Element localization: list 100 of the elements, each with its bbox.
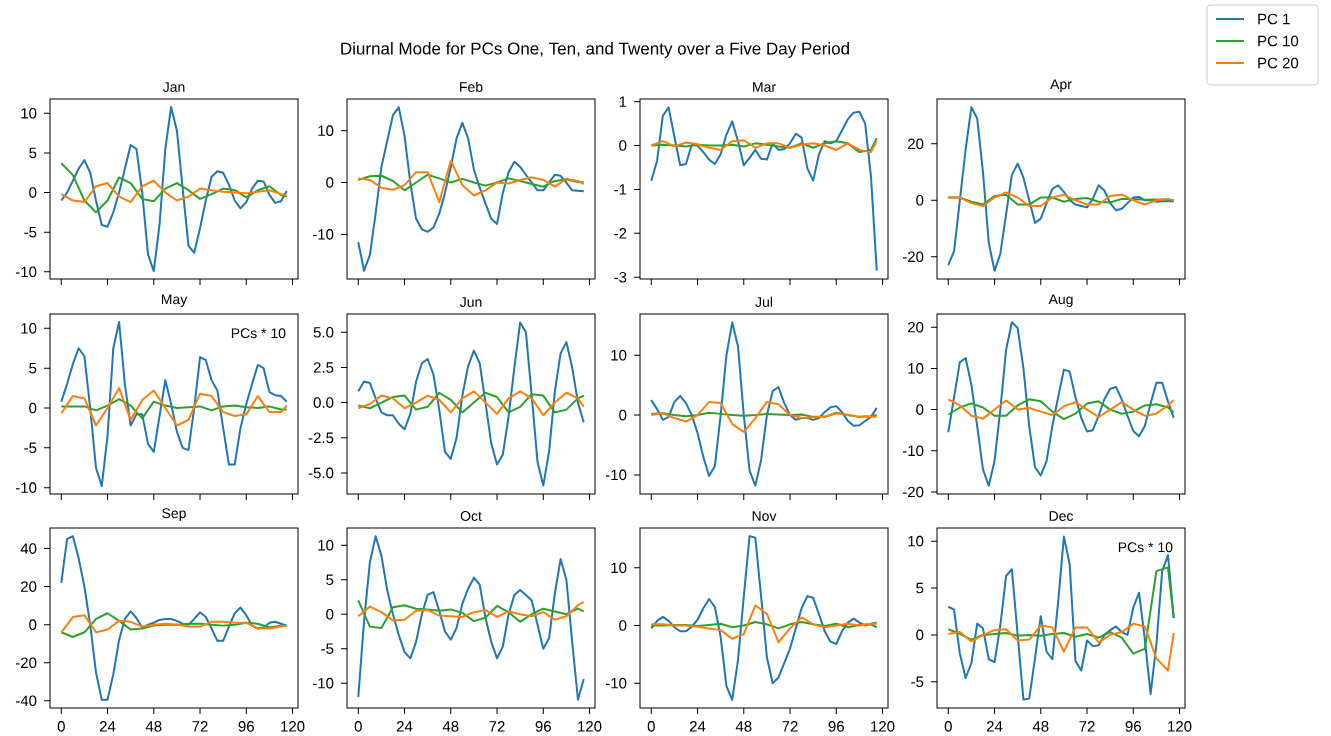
chart-title: Oct — [460, 511, 482, 521]
y-tick-label: 0 — [916, 629, 924, 641]
y-tick-label: 0 — [619, 409, 627, 421]
y-tick-label: 10 — [318, 125, 334, 136]
x-tick-label: 72 — [192, 721, 208, 732]
x-tick-label: 24 — [986, 721, 1003, 732]
line-series — [357, 535, 585, 701]
y-tick-label: 0 — [326, 608, 334, 620]
y-tick-label: -40 — [15, 695, 37, 707]
y-tick-label: 20 — [908, 321, 924, 333]
y-tick-label: -10 — [605, 677, 627, 689]
chart-subtitle: Diurnal Mode for PCs One, Ten, and Twenty over a Five Day Period — [341, 42, 849, 58]
x-tick-label: 120 — [281, 721, 305, 732]
line-series — [650, 535, 878, 701]
y-tick-label: -2 — [614, 228, 627, 239]
x-tick-label: 0 — [354, 721, 362, 732]
y-tick-label: 10 — [21, 107, 37, 119]
line-series — [60, 614, 288, 634]
y-tick-label: -2.5 — [308, 432, 334, 444]
line-series — [60, 320, 288, 488]
x-tick-label: 120 — [871, 721, 895, 732]
line-series — [947, 566, 1175, 655]
line-series — [357, 600, 585, 622]
y-tick-label: 20 — [908, 138, 924, 150]
line-series — [650, 321, 878, 487]
y-tick-label: -1 — [614, 184, 627, 195]
y-tick-label: -10 — [15, 482, 37, 493]
x-tick-label: 24 — [99, 721, 116, 732]
x-tick-label: 120 — [1168, 721, 1192, 732]
x-tick-label: 120 — [578, 721, 602, 732]
chart-title: Jul — [755, 296, 773, 307]
x-tick-label: 72 — [489, 721, 505, 732]
y-tick-label: -20 — [15, 657, 37, 669]
x-tick-label: 96 — [1125, 721, 1141, 732]
y-tick-label: 0 — [29, 402, 37, 414]
y-tick-label: 5.0 — [313, 326, 334, 338]
x-tick-label: 24 — [396, 721, 413, 732]
line-series — [60, 179, 288, 204]
y-tick-label: -5.0 — [308, 467, 334, 479]
x-tick-label: 48 — [442, 721, 459, 732]
y-tick-label: 0 — [326, 177, 334, 188]
x-tick-label: 96 — [535, 721, 551, 732]
y-tick-label: -5 — [321, 643, 334, 654]
line-series — [947, 398, 1175, 421]
y-tick-label: 10 — [908, 363, 924, 374]
y-tick-label: 2.5 — [313, 362, 334, 373]
legend-label: PC 20 — [1258, 57, 1299, 69]
x-tick-label: 72 — [1079, 721, 1095, 732]
x-tick-label: 48 — [145, 721, 162, 732]
x-tick-label: 96 — [828, 721, 844, 732]
y-tick-label: 0 — [619, 140, 627, 151]
chart-title: Apr — [1050, 79, 1072, 92]
line-series — [60, 387, 288, 427]
y-tick-label: -20 — [902, 251, 924, 263]
y-tick-label: -3 — [614, 271, 627, 283]
y-tick-label: -10 — [312, 229, 334, 240]
chart-title: Nov — [752, 511, 777, 521]
y-tick-label: 5 — [916, 582, 924, 594]
y-tick-label: 40 — [20, 543, 37, 554]
y-tick-label: 0 — [916, 194, 924, 206]
line-series — [357, 159, 585, 204]
legend-label: PC 10 — [1258, 35, 1299, 47]
y-tick-label: 20 — [21, 581, 37, 592]
y-tick-label: 0 — [29, 619, 37, 630]
y-tick-label: -5 — [911, 676, 924, 687]
line-series — [60, 162, 288, 214]
y-tick-label: 5 — [29, 362, 37, 374]
line-series — [650, 106, 878, 272]
x-tick-label: 24 — [689, 721, 706, 732]
line-series — [357, 599, 585, 630]
x-tick-label: 72 — [782, 721, 798, 732]
line-series — [650, 604, 878, 644]
x-tick-label: 0 — [57, 721, 65, 732]
chart-title: Mar — [753, 82, 776, 92]
y-tick-label: 5 — [29, 147, 37, 159]
y-tick-label: -10 — [902, 445, 924, 457]
y-tick-label: 0 — [619, 620, 627, 631]
annotation: PCs * 10 — [231, 328, 286, 339]
y-tick-label: -10 — [312, 677, 334, 689]
y-tick-label: -10 — [15, 266, 37, 278]
y-tick-label: 10 — [21, 323, 37, 334]
x-tick-label: 96 — [238, 721, 254, 732]
chart-title: Feb — [460, 81, 483, 92]
y-tick-label: 0 — [29, 187, 37, 198]
y-tick-label: 0.0 — [313, 397, 334, 408]
y-tick-label: 10 — [318, 539, 334, 551]
line-series — [357, 321, 585, 487]
y-tick-label: -10 — [605, 469, 627, 481]
line-series — [947, 622, 1175, 672]
x-tick-label: 0 — [647, 721, 655, 732]
chart-title: Jan — [162, 82, 185, 92]
y-tick-label: -5 — [24, 442, 37, 454]
x-tick-label: 0 — [944, 721, 952, 732]
chart-title: Dec — [1049, 511, 1074, 521]
line-series — [947, 535, 1175, 701]
annotation: PCs * 10 — [1118, 542, 1173, 553]
y-tick-label: -5 — [24, 226, 37, 238]
chart-title: Sep — [162, 508, 186, 521]
y-tick-label: 10 — [908, 535, 924, 547]
line-series — [60, 535, 288, 701]
